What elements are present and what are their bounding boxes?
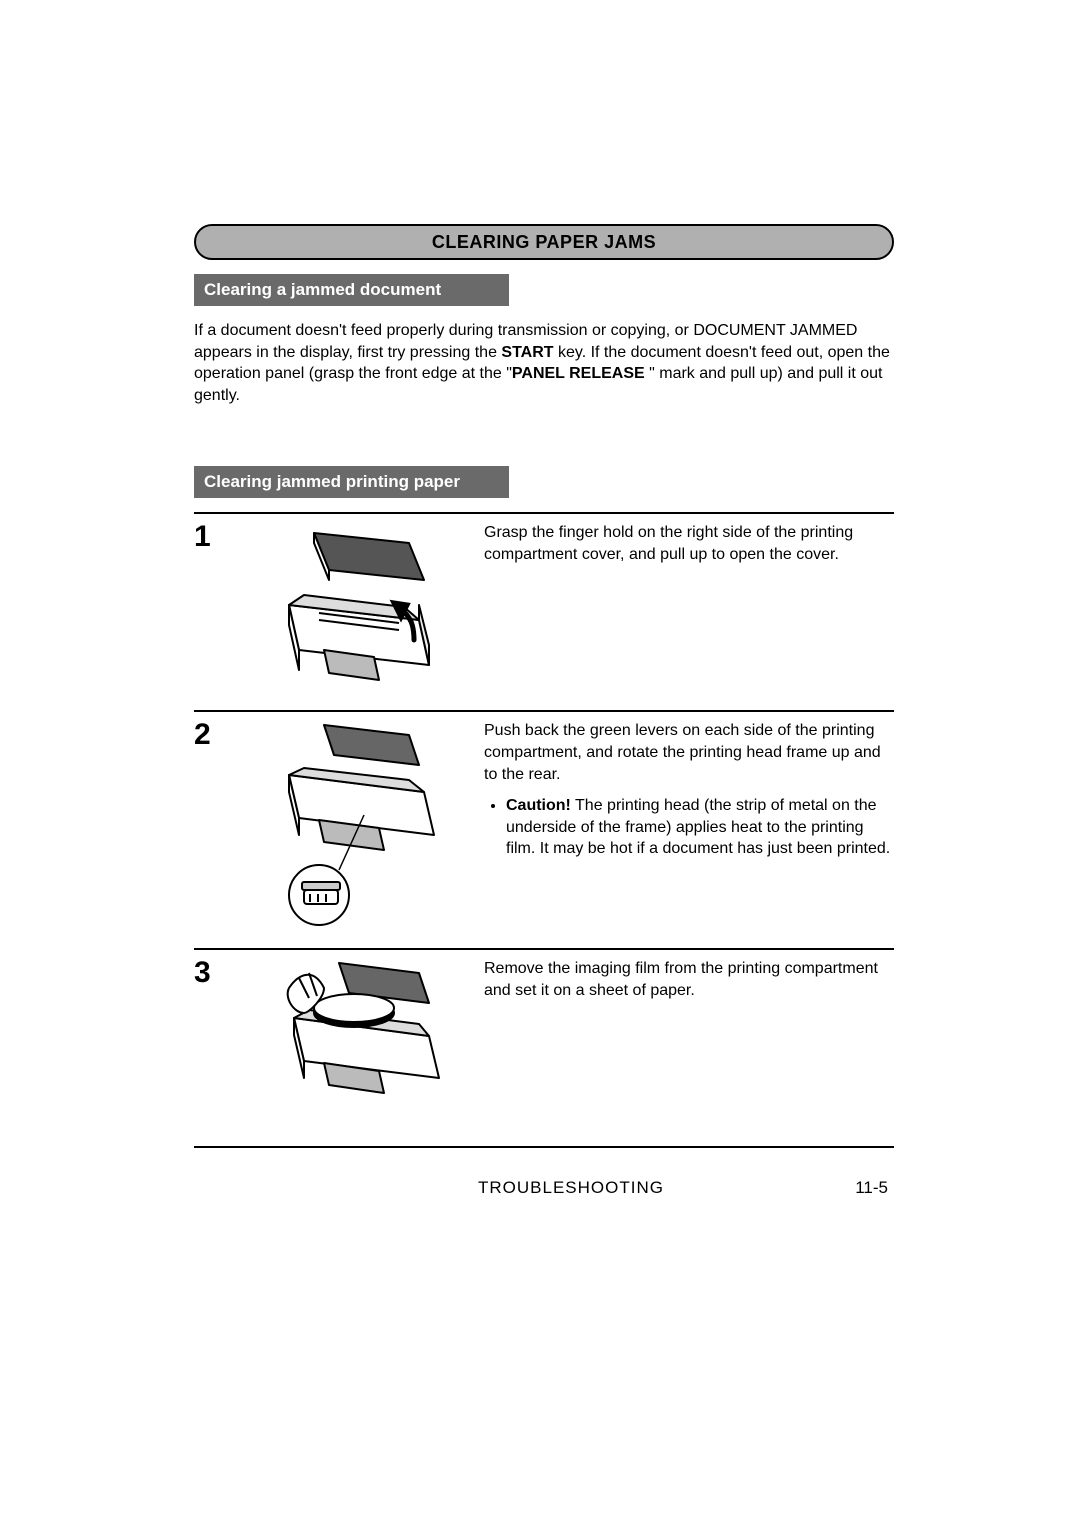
- section-b-title-bar: Clearing jammed printing paper: [194, 466, 509, 498]
- footer-section-label: TROUBLESHOOTING: [324, 1178, 818, 1198]
- step-2-bullets: Caution! The printing head (the strip of…: [484, 795, 894, 860]
- steps-list: 1: [194, 512, 894, 1148]
- page-title-bar: CLEARING PAPER JAMS: [194, 224, 894, 260]
- start-key-label: START: [501, 344, 553, 361]
- section-a-title: Clearing a jammed document: [204, 280, 441, 299]
- step-2-text: Push back the green levers on each side …: [474, 720, 894, 866]
- section-a-title-bar: Clearing a jammed document: [194, 274, 509, 306]
- manual-page: CLEARING PAPER JAMS Clearing a jammed do…: [194, 224, 894, 1198]
- step-2-body: Push back the green levers on each side …: [484, 722, 881, 782]
- step-2-illustration: [254, 720, 474, 930]
- step-row: 3: [194, 948, 894, 1148]
- step-number: 1: [194, 522, 254, 552]
- step-1-text: Grasp the finger hold on the right side …: [474, 522, 894, 565]
- step-3-illustration: [254, 958, 474, 1128]
- caution-label: Caution!: [506, 797, 571, 814]
- footer-page-number: 11-5: [818, 1178, 888, 1198]
- section-b-title: Clearing jammed printing paper: [204, 472, 460, 491]
- step-row: 2: [194, 710, 894, 948]
- step-number: 2: [194, 720, 254, 750]
- step-row: 1: [194, 512, 894, 710]
- section-a-paragraph: If a document doesn't feed properly duri…: [194, 320, 894, 406]
- caution-bullet: Caution! The printing head (the strip of…: [506, 795, 894, 860]
- panel-release-label: PANEL RELEASE: [512, 365, 645, 382]
- step-1-body: Grasp the finger hold on the right side …: [484, 524, 853, 563]
- step-number: 3: [194, 958, 254, 988]
- page-title: CLEARING PAPER JAMS: [432, 232, 656, 253]
- step-1-illustration: [254, 522, 474, 692]
- step-3-body: Remove the imaging film from the printin…: [484, 960, 878, 999]
- step-3-text: Remove the imaging film from the printin…: [474, 958, 894, 1001]
- page-footer: TROUBLESHOOTING 11-5: [194, 1178, 894, 1198]
